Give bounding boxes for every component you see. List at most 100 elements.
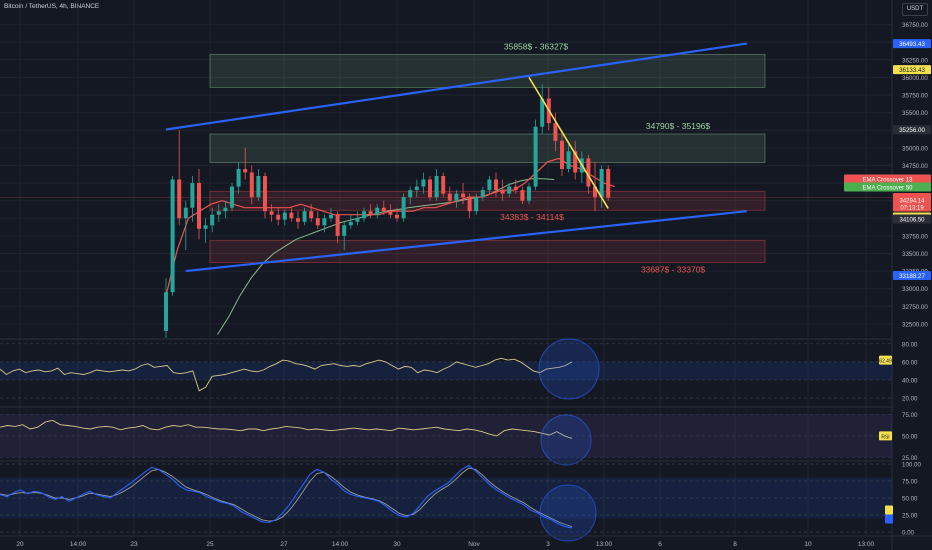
- candle-body: [454, 193, 459, 201]
- price-axis-label: 36250.00: [902, 57, 928, 64]
- oscillator-band: [0, 361, 892, 380]
- stoch-k-line: [0, 464, 573, 529]
- candle-body: [269, 211, 274, 215]
- candle-body: [348, 221, 353, 226]
- candle-body: [322, 218, 327, 226]
- candle-body: [309, 211, 314, 219]
- candle-body: [342, 225, 347, 236]
- candle-body: [395, 214, 399, 219]
- price-axis-label: 33500.00: [902, 251, 928, 258]
- price-axis-label: 35500.00: [902, 110, 928, 117]
- candle-body: [408, 190, 413, 198]
- price-marker: [893, 39, 931, 49]
- candle-body: [263, 176, 267, 212]
- candle-body: [441, 176, 446, 194]
- candle-body: [560, 140, 564, 169]
- oscillator-axis-label: 20.00: [902, 396, 918, 403]
- oscillator-axis-label: 40.00: [902, 377, 918, 384]
- time-axis-label: Nov: [468, 541, 480, 548]
- candle-body: [527, 186, 531, 201]
- candle-body: [236, 168, 241, 187]
- candle-body: [183, 207, 188, 219]
- channel-upper-line: [165, 42, 747, 131]
- zone-label: 35858$ - 36327$: [504, 41, 569, 51]
- price-marker: [893, 125, 931, 135]
- candle-body: [520, 190, 525, 201]
- candle-body: [203, 225, 208, 229]
- candle-body: [335, 214, 340, 236]
- candle-body: [553, 123, 558, 141]
- stoch-value-tag: [885, 514, 893, 524]
- price-marker-label: 36133.43: [899, 67, 925, 74]
- price-marker-label: 35256.00: [899, 127, 925, 134]
- candle-body: [421, 179, 426, 187]
- time-axis-label: 30: [393, 541, 401, 548]
- price-zone: [209, 190, 766, 211]
- currency-button[interactable]: USDT: [902, 3, 928, 16]
- candle-body: [447, 193, 452, 201]
- price-axis-label: 35000.00: [902, 145, 928, 152]
- candle-body: [197, 183, 201, 229]
- oscillator-value-label: RSI: [881, 434, 889, 440]
- time-axis-label: 13:00: [596, 541, 613, 548]
- candle-body: [467, 197, 472, 212]
- price-tag-label: 34106.50: [899, 217, 925, 223]
- candle-body: [355, 218, 360, 222]
- oscillator-value-label: 62.49: [879, 358, 892, 364]
- candle-body: [381, 207, 386, 212]
- highlight-circle: [540, 414, 592, 466]
- candle-body: [276, 214, 281, 220]
- price-marker-label: 33188.27: [899, 273, 925, 280]
- candle-body: [249, 172, 254, 198]
- oscillator-axis-label: 25.00: [902, 455, 918, 462]
- oscillator-axis-label: 50.00: [902, 433, 918, 440]
- oscillator-axis-label: 60.00: [902, 359, 918, 366]
- candle-body: [540, 98, 545, 127]
- stoch-value-tag: [885, 505, 893, 515]
- chart-header: Bitcoin / TetherUS, 4h, BINANCE: [4, 3, 100, 10]
- candle-body: [507, 186, 512, 194]
- trendline: [528, 76, 609, 209]
- candle-body: [401, 197, 406, 219]
- oscillator-axis-label: 100.00: [902, 462, 921, 469]
- oscillator-axis-label: 50.00: [902, 496, 918, 503]
- candle-body: [480, 190, 485, 198]
- price-axis-label: 33750.00: [902, 233, 928, 240]
- zone-label: 34790$ - 35196$: [646, 121, 711, 131]
- candle-body: [210, 214, 215, 226]
- time-axis-label: 10: [804, 541, 812, 548]
- candle-body: [494, 179, 498, 191]
- oscillator-axis-label: 0.00: [902, 530, 915, 537]
- time-axis-label: 3: [546, 541, 550, 548]
- time-axis-label: 27: [280, 541, 288, 548]
- candle-body: [388, 211, 393, 215]
- oscillator-value-tag: [879, 355, 892, 365]
- price-axis-label: 36750.00: [902, 22, 928, 29]
- oscillator-axis-label: 80.00: [902, 341, 918, 348]
- price-axis-label: 36000.00: [902, 75, 928, 82]
- candle-body: [223, 207, 228, 212]
- price-axis-label: 34750.00: [902, 163, 928, 170]
- time-axis-label: 23: [130, 541, 138, 548]
- price-axis-label: 32750.00: [902, 304, 928, 311]
- candle-body: [164, 292, 168, 331]
- candle-body: [513, 186, 518, 191]
- candle-body: [170, 179, 175, 293]
- time-axis-label: 6: [658, 541, 662, 548]
- candle-body: [500, 190, 505, 194]
- highlight-circle: [539, 484, 597, 542]
- candle-body: [428, 179, 432, 198]
- price-zone: [209, 239, 766, 264]
- candle-body: [230, 186, 234, 208]
- price-tag-label: EMA Crossover 13: [862, 177, 913, 183]
- candle-body: [256, 176, 261, 198]
- time-axis-label: 8: [733, 541, 737, 548]
- price-tag: [844, 182, 931, 192]
- price-tag-label: 07:13:19: [900, 205, 924, 211]
- channel-lower-line: [185, 210, 747, 273]
- candle-body: [329, 214, 333, 219]
- candle-body: [533, 126, 538, 187]
- candle-body: [414, 186, 419, 191]
- time-axis-label: 14:00: [70, 541, 87, 548]
